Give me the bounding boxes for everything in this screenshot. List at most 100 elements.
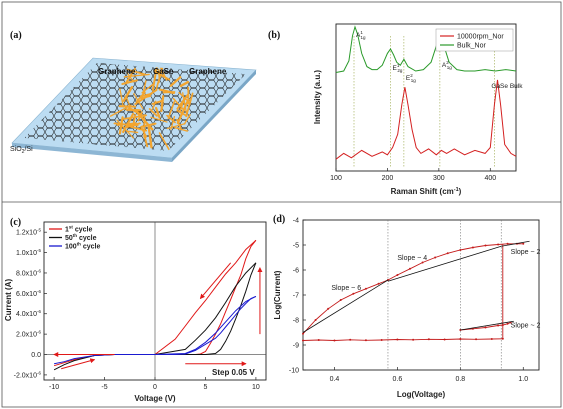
raman-legend-box — [435, 28, 514, 52]
loglog-fit-line — [501, 240, 530, 247]
iv-y-axis-label: Current (A) — [4, 279, 13, 322]
loglog-slope-label: Slope ~ 2 — [511, 249, 541, 256]
gase-flake — [151, 63, 159, 91]
panel-label-c: (c) — [10, 217, 21, 228]
gase-flake — [160, 95, 165, 113]
loglog-point — [333, 339, 336, 342]
loglog-point — [349, 338, 352, 341]
loglog-point — [412, 338, 415, 341]
gase-flake — [176, 94, 189, 110]
gase-flake — [140, 125, 148, 138]
raman-x-tick-label: 200 — [382, 175, 394, 182]
gase-flake — [150, 116, 168, 123]
raman-peak-label: A1 1g — [356, 30, 366, 40]
loglog-fit-line — [460, 320, 514, 331]
loglog-point — [317, 339, 320, 341]
label-graphene-right: Graphene — [189, 67, 227, 76]
iv-series-2-backward — [154, 295, 257, 355]
loglog-point — [506, 242, 509, 245]
gase-flake — [154, 71, 171, 81]
iv-sweep-arrow — [61, 358, 96, 370]
iv-x-tick-label: 5 — [204, 384, 208, 391]
panel-label-a: (a) — [10, 30, 22, 41]
panel-label-d: (d) — [273, 214, 285, 225]
gase-flake — [185, 92, 194, 118]
raman-peak-label: E2 1g — [406, 73, 416, 83]
iv-y-tick-label: -2.0x10-6 — [14, 370, 42, 379]
legend-label-bulk: Bulk_Nor — [457, 43, 486, 50]
raman-x-tick-label: 300 — [433, 175, 445, 182]
loglog-point — [471, 246, 474, 249]
gase-flake — [176, 118, 182, 129]
iv-y-tick-label: 0.0 — [31, 352, 41, 359]
gase-flake — [158, 132, 170, 151]
loglog-point — [443, 338, 446, 341]
loglog-point — [314, 319, 317, 321]
loglog-point — [484, 244, 487, 247]
gase-flake — [158, 88, 176, 95]
loglog-point — [522, 242, 525, 245]
loglog-point — [364, 287, 367, 290]
iv-legend-label: 100th cycle — [65, 242, 101, 251]
gase-flake — [172, 97, 185, 112]
loglog-point — [506, 322, 509, 325]
loglog-series-forward — [302, 243, 524, 335]
iv-y-tick-label: 8.0x10-6 — [16, 268, 42, 277]
iv-x-tick-label: -10 — [49, 384, 59, 391]
loglog-y-tick-label: -6 — [293, 268, 299, 275]
gase-flake — [169, 76, 182, 87]
iv-series-1-forward — [155, 262, 257, 355]
panel-a-schematic: Graphene GaSe Graphene SiO2/Si — [10, 57, 257, 162]
gase-flake — [155, 106, 161, 119]
gase-flake — [179, 80, 190, 88]
panel-d-loglog: 0.4 0.6 0.8 1.0 -4 -5 -6 -7 -8 -9 -10 Slope ~ 4 Slo… — [273, 218, 541, 400]
loglog-fit-line — [387, 245, 502, 282]
iv-sweep-arrow — [199, 262, 232, 300]
label-graphene-left: Graphene — [98, 67, 136, 76]
loglog-point — [302, 339, 304, 342]
loglog-point — [459, 249, 462, 251]
label-gase: GaSe — [153, 67, 174, 76]
iv-legend-label: 50th cycle — [65, 233, 97, 242]
gase-flake — [174, 127, 191, 133]
iv-series-1-backward — [154, 262, 257, 355]
loglog-point — [497, 243, 500, 246]
legend-label-10000rpm: 10000rpm_Nor — [457, 34, 504, 41]
iv-x-tick-label: 0 — [153, 384, 157, 391]
loglog-slope-label: Slope ~ 6 — [331, 285, 361, 292]
loglog-point — [446, 252, 449, 255]
raman-peak-label: E1 2g — [393, 63, 403, 73]
gase-flake — [125, 130, 139, 134]
raman-legend: 10000rpm_Nor Bulk_Nor — [435, 28, 514, 52]
gase-flake — [121, 114, 147, 120]
iv-series-1-negative — [53, 354, 155, 371]
loglog-point — [396, 338, 399, 341]
loglog-plot-area — [302, 219, 540, 371]
iv-legend-label: 1st cycle — [65, 225, 92, 234]
loglog-x-tick-label: 0.6 — [393, 376, 403, 383]
loglog-point — [434, 256, 437, 259]
loglog-y-tick-label: -4 — [293, 218, 299, 225]
loglog-x-tick-label: 0.4 — [330, 376, 340, 383]
raman-peak-label: A2 1g — [442, 60, 452, 70]
loglog-point — [459, 338, 462, 340]
substrate-edge — [12, 143, 172, 162]
iv-x-tick-label: 10 — [252, 384, 260, 391]
gase-flake — [183, 114, 191, 125]
loglog-point — [327, 307, 330, 310]
series-10000rpm-line — [335, 79, 517, 160]
gase-flake — [119, 88, 124, 108]
iv-step-annotation: Step 0.05 V — [212, 368, 255, 377]
gase-flake — [147, 126, 153, 149]
iv-y-tick-label: 1.2x10-5 — [16, 228, 42, 237]
gase-flake — [137, 111, 143, 122]
loglog-slope-label: Slope ~ 4 — [397, 255, 427, 262]
loglog-x-axis-label: Log(Voltage) — [397, 390, 446, 399]
series-bulk-line — [335, 25, 517, 73]
loglog-point — [352, 292, 355, 295]
loglog-series-low — [302, 338, 503, 341]
iv-series-2-negative — [54, 354, 155, 365]
gase-flake — [125, 108, 142, 112]
